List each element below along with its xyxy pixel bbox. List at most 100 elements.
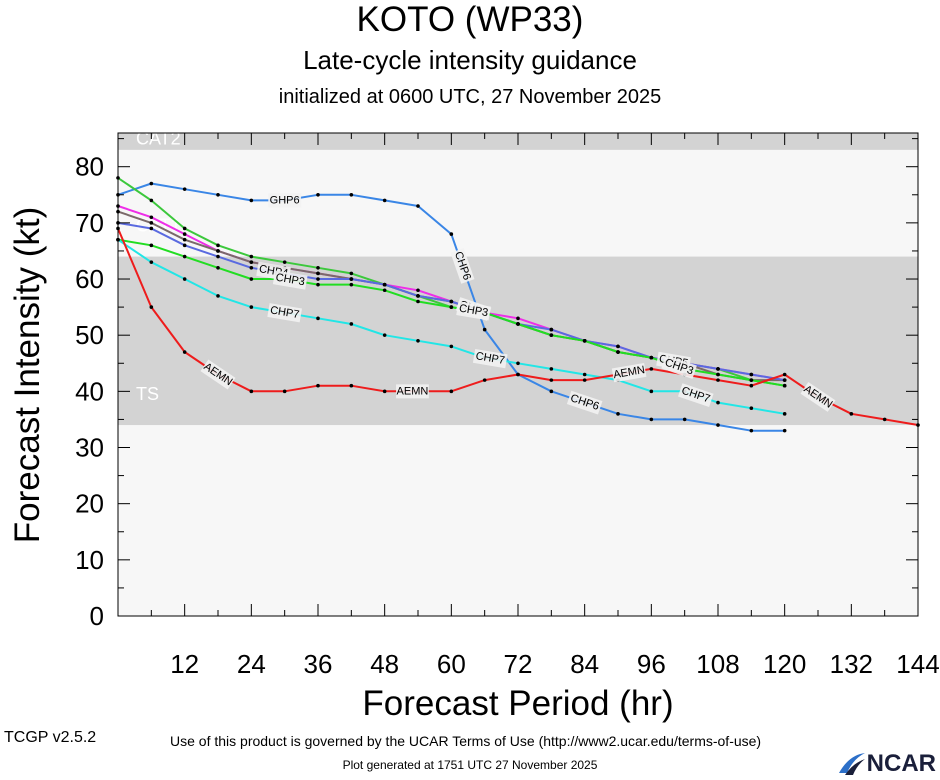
series-label: CHP7 bbox=[475, 350, 506, 367]
series-point bbox=[216, 265, 220, 270]
series-point bbox=[549, 327, 554, 332]
series-point bbox=[549, 389, 554, 394]
terms-of-use: Use of this product is governed by the U… bbox=[170, 733, 762, 749]
series-point bbox=[382, 288, 387, 293]
series-point bbox=[216, 294, 220, 298]
x-tick-label: 60 bbox=[437, 649, 466, 679]
y-tick-label: 50 bbox=[75, 320, 104, 350]
series-point bbox=[316, 277, 320, 281]
series-point bbox=[349, 271, 354, 276]
series-point bbox=[149, 181, 154, 186]
series-point bbox=[516, 322, 520, 326]
x-tick-label: 72 bbox=[504, 649, 533, 679]
series-point bbox=[149, 243, 154, 248]
series-point bbox=[716, 400, 720, 405]
series-point bbox=[649, 389, 654, 394]
series-point bbox=[582, 372, 587, 377]
series-point bbox=[249, 277, 254, 281]
x-tick-label: 84 bbox=[570, 649, 599, 679]
series-point bbox=[449, 299, 454, 304]
series-point bbox=[682, 417, 687, 422]
x-tick-label: 24 bbox=[237, 649, 266, 679]
series-point bbox=[482, 327, 487, 332]
series-label-bg bbox=[678, 383, 714, 407]
x-tick-label: 48 bbox=[370, 649, 399, 679]
series-point bbox=[449, 305, 454, 309]
series-point bbox=[182, 237, 187, 242]
init-time: initialized at 0600 UTC, 27 November 202… bbox=[278, 86, 662, 108]
series-label-bg bbox=[800, 381, 836, 412]
series-point bbox=[149, 305, 154, 309]
series-label-group: AEMN bbox=[396, 384, 429, 399]
y-tick-label: 0 bbox=[90, 601, 104, 631]
series-label: CHP3 bbox=[458, 302, 489, 319]
ncar-logo: NCAR bbox=[837, 750, 936, 778]
band-label-cat2: CAT2 bbox=[136, 128, 181, 148]
series-point bbox=[182, 232, 187, 236]
series-point bbox=[782, 428, 787, 433]
series-label-bg bbox=[456, 301, 491, 321]
series-point bbox=[516, 361, 520, 366]
series-point bbox=[782, 383, 787, 388]
y-tick-label: 80 bbox=[75, 152, 104, 182]
x-axis-label: Forecast Period (hr) bbox=[362, 684, 674, 723]
series-point bbox=[149, 215, 154, 220]
series-point bbox=[782, 372, 787, 377]
series-label: AEMN bbox=[397, 385, 429, 397]
series-point bbox=[216, 249, 220, 253]
series-label-bg bbox=[472, 348, 508, 369]
series-point bbox=[382, 282, 387, 287]
series-label: GHP6 bbox=[270, 194, 300, 206]
series-point bbox=[749, 406, 754, 410]
y-axis-label: Forecast Intensity (kt) bbox=[8, 206, 47, 544]
series-label-group: CHP7 bbox=[472, 348, 508, 369]
series-point bbox=[249, 305, 254, 309]
series-point bbox=[582, 378, 587, 382]
series-point bbox=[382, 198, 387, 203]
y-tick-label: 70 bbox=[75, 208, 104, 238]
series-label-bg bbox=[566, 390, 603, 415]
series-point bbox=[716, 367, 720, 371]
series-point bbox=[449, 389, 454, 394]
series-label-bg bbox=[396, 384, 429, 399]
y-tick-label: 30 bbox=[75, 433, 104, 463]
y-tick-label: 20 bbox=[75, 489, 104, 519]
series-point bbox=[416, 288, 420, 293]
series-point bbox=[349, 383, 354, 388]
series-point bbox=[649, 367, 654, 371]
series-point bbox=[182, 350, 187, 354]
y-tick-label: 60 bbox=[75, 264, 104, 294]
series-point bbox=[616, 412, 620, 416]
series-point bbox=[249, 265, 254, 270]
series-point bbox=[616, 350, 620, 354]
x-tick-label: 144 bbox=[896, 649, 939, 679]
series-point bbox=[249, 198, 254, 203]
series-point bbox=[649, 417, 654, 422]
series-point bbox=[149, 226, 154, 231]
series-point bbox=[316, 383, 320, 388]
series-label-bg bbox=[661, 355, 697, 379]
series-point bbox=[349, 192, 354, 197]
series-point bbox=[316, 192, 320, 197]
series-point bbox=[216, 243, 220, 248]
series-point bbox=[182, 243, 187, 248]
series-point bbox=[416, 204, 420, 208]
series-point bbox=[349, 322, 354, 326]
series-point bbox=[249, 254, 254, 259]
series-point bbox=[382, 389, 387, 394]
series-point bbox=[182, 254, 187, 259]
series-point bbox=[549, 367, 554, 371]
series-point bbox=[749, 378, 754, 382]
series-point bbox=[216, 192, 220, 197]
series-point bbox=[316, 282, 320, 287]
series-point bbox=[649, 355, 654, 360]
series-label-group: CHP3 bbox=[456, 301, 491, 321]
series-point bbox=[516, 372, 520, 377]
series-label-group: GHP6 bbox=[268, 193, 302, 208]
series-label-bg bbox=[267, 303, 303, 323]
series-point bbox=[316, 265, 320, 270]
series-point bbox=[316, 316, 320, 321]
series-point bbox=[449, 344, 454, 349]
x-tick-label: 132 bbox=[830, 649, 873, 679]
series-point bbox=[516, 316, 520, 321]
